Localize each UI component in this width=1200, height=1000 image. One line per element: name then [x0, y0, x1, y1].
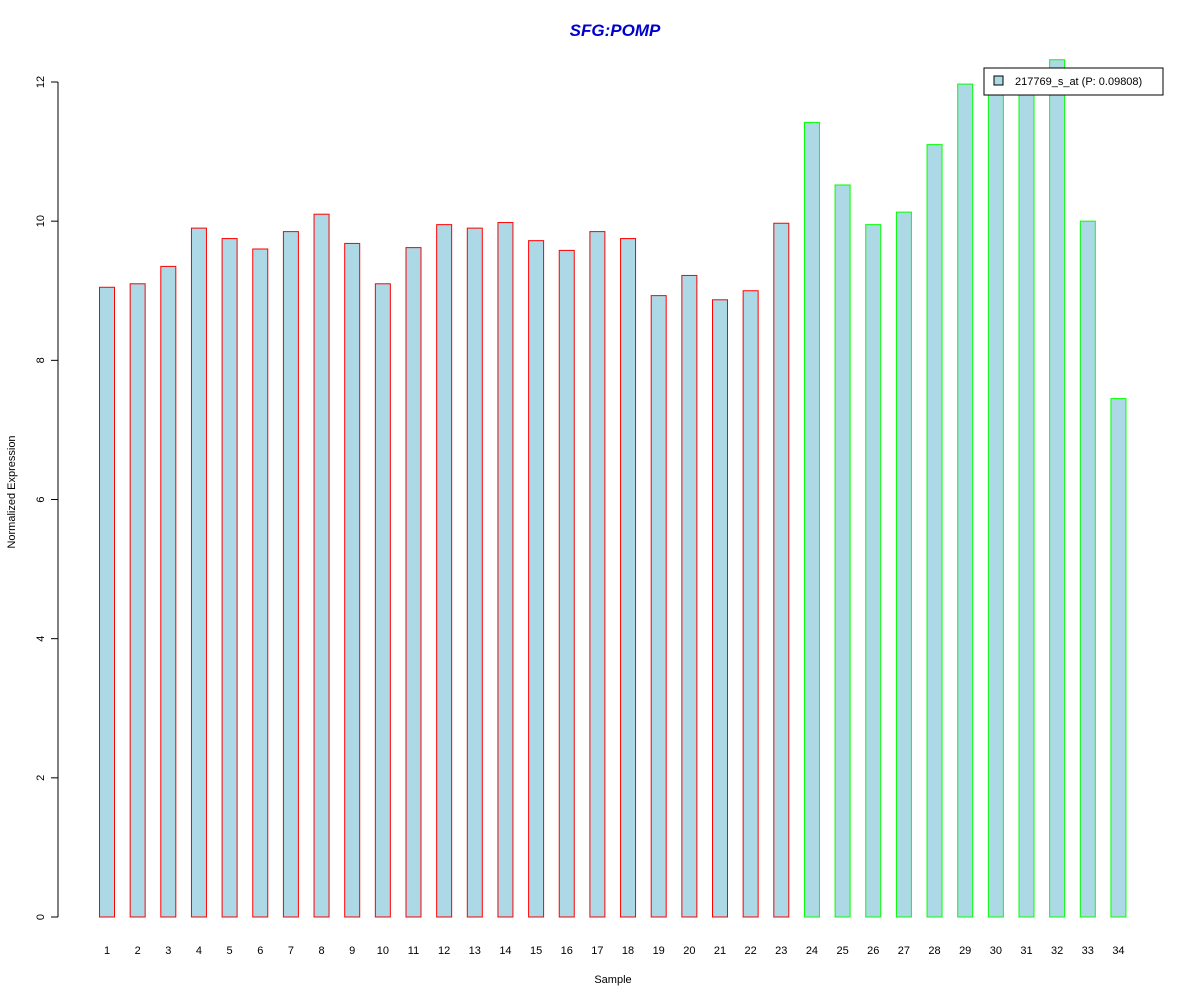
bar-sample-25 — [834, 184, 851, 918]
bar-sample-3 — [160, 265, 177, 918]
x-tick-label: 26 — [867, 945, 879, 957]
bar-sample-9 — [344, 242, 361, 918]
bar-sample-1 — [99, 286, 115, 918]
x-tick-label: 11 — [408, 945, 419, 957]
x-tick-label: 14 — [499, 945, 511, 957]
bar-sample-7 — [282, 231, 299, 918]
bar-sample-11 — [405, 247, 422, 918]
y-tick-label: 10 — [35, 215, 47, 227]
bar-sample-19 — [650, 295, 667, 918]
bar-sample-2 — [129, 283, 146, 918]
x-tick-label: 9 — [349, 945, 355, 957]
x-tick-label: 30 — [990, 945, 1002, 957]
y-axis-label: Normalized Expression — [6, 435, 18, 548]
x-tick-label: 22 — [745, 945, 757, 957]
x-tick-label: 15 — [530, 945, 542, 957]
x-tick-label: 25 — [836, 945, 848, 957]
x-tick-label: 33 — [1082, 945, 1094, 957]
x-tick-label: 4 — [196, 945, 202, 957]
x-tick-label: 7 — [288, 945, 294, 957]
bar-sample-5 — [221, 238, 238, 918]
bar-sample-13 — [466, 227, 483, 918]
y-tick-label: 4 — [35, 636, 47, 642]
y-tick-label: 12 — [35, 76, 47, 88]
bar-sample-22 — [742, 290, 759, 918]
legend-label: 217769_s_at (P: 0.09808) — [1015, 76, 1142, 88]
legend-swatch — [993, 75, 1004, 86]
bar-sample-4 — [190, 227, 207, 918]
y-tick-label: 0 — [35, 914, 47, 920]
x-tick-label: 18 — [622, 945, 634, 957]
x-tick-label: 10 — [377, 945, 389, 957]
bar-sample-16 — [558, 249, 575, 918]
bar-sample-27 — [895, 211, 912, 918]
chart-title: SFG:POMP — [570, 21, 661, 40]
legend-box — [983, 67, 1164, 96]
y-axis: 0 2 4 6 8 10 12 — [35, 76, 59, 920]
bar-sample-18 — [620, 238, 637, 918]
x-axis: 1 2 3 4 5 6 7 8 9 10 11 12 13 14 15 16 17 18 19 20 21 22 23 24 2… — [104, 945, 1125, 957]
bar-sample-17 — [589, 231, 606, 918]
x-tick-label: 27 — [898, 945, 910, 957]
bar-sample-10 — [374, 283, 391, 918]
x-tick-label: 17 — [591, 945, 603, 957]
bar-sample-26 — [865, 224, 882, 918]
bar-sample-28 — [926, 144, 943, 918]
x-tick-label: 12 — [438, 945, 450, 957]
x-axis-label: Sample — [594, 974, 631, 986]
x-tick-label: 32 — [1051, 945, 1063, 957]
x-tick-label: 19 — [653, 945, 665, 957]
x-tick-label: 29 — [959, 945, 971, 957]
x-tick-label: 20 — [683, 945, 695, 957]
x-tick-label: 6 — [257, 945, 263, 957]
x-tick-label: 2 — [135, 945, 141, 957]
bar-sample-6 — [252, 248, 269, 918]
x-tick-label: 34 — [1112, 945, 1124, 957]
x-tick-label: 1 — [104, 945, 110, 957]
bar-sample-23 — [773, 222, 790, 918]
y-tick-label: 8 — [35, 357, 47, 363]
bar-sample-8 — [313, 213, 330, 918]
bar-sample-34 — [1110, 398, 1127, 918]
bar-sample-33 — [1079, 220, 1096, 918]
bar-sample-31 — [1018, 88, 1035, 918]
bar-sample-14 — [497, 222, 514, 918]
bar-sample-21 — [712, 299, 728, 918]
x-tick-label: 13 — [469, 945, 481, 957]
x-tick-label: 21 — [714, 945, 726, 957]
x-tick-label: 23 — [775, 945, 787, 957]
legend: 217769_s_at (P: 0.09808) — [983, 67, 1164, 96]
x-tick-label: 3 — [165, 945, 171, 957]
x-tick-label: 8 — [318, 945, 324, 957]
bar-sample-24 — [803, 121, 820, 918]
bar-sample-15 — [528, 240, 545, 918]
bar-sample-20 — [681, 274, 698, 918]
y-tick-label: 6 — [35, 496, 47, 502]
bar-sample-32 — [1049, 59, 1066, 918]
bars — [99, 59, 1127, 918]
x-tick-label: 5 — [227, 945, 233, 957]
x-tick-label: 16 — [561, 945, 573, 957]
bar-sample-29 — [957, 83, 974, 918]
y-tick-label: 2 — [35, 775, 47, 781]
x-tick-label: 24 — [806, 945, 818, 957]
x-tick-label: 31 — [1020, 945, 1032, 957]
bar-sample-30 — [987, 84, 1004, 918]
x-tick-label: 28 — [928, 945, 940, 957]
bar-sample-12 — [436, 224, 453, 918]
